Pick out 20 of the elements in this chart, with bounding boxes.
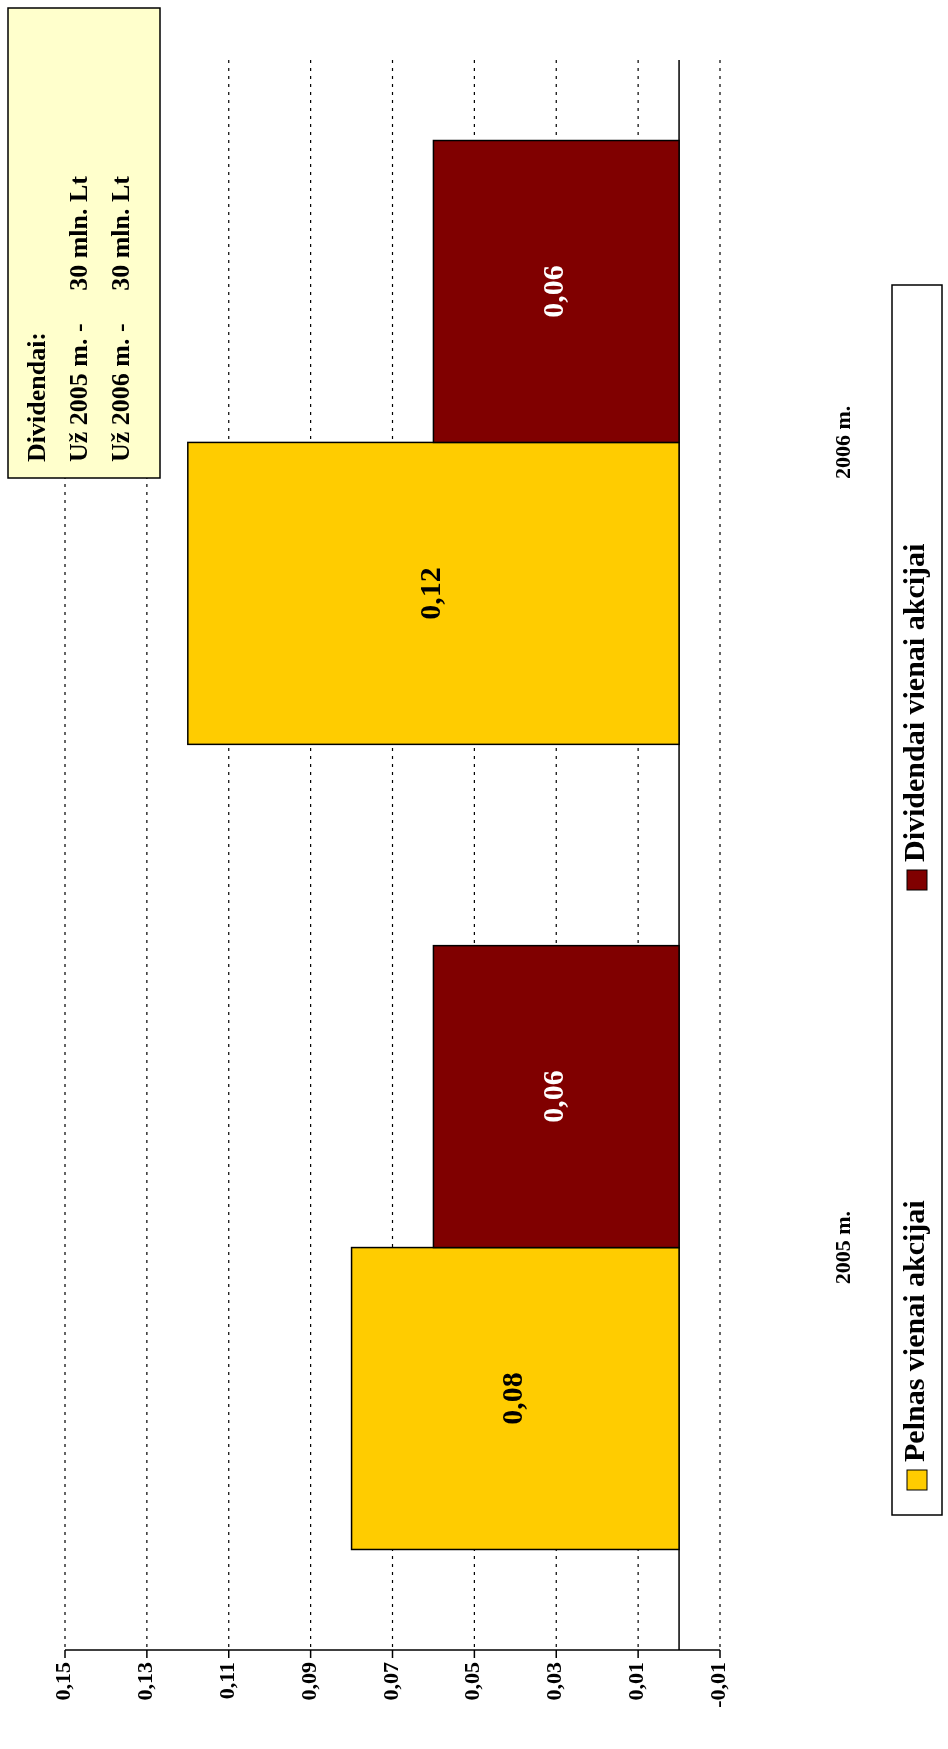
x-tick-label: 0,01 bbox=[623, 1662, 649, 1701]
x-tick-label: 0,13 bbox=[131, 1662, 157, 1701]
x-tick-label: 0,03 bbox=[541, 1662, 567, 1701]
x-tick-label: 0,15 bbox=[50, 1662, 76, 1701]
text: Dividendai vienai akcijai bbox=[896, 543, 930, 862]
y-tick-label: 2005 m. bbox=[830, 1210, 856, 1285]
x-tick-label: 0,11 bbox=[213, 1662, 239, 1700]
annotation: Už 2005 m. - 30 mln. Lt bbox=[64, 175, 93, 462]
data-label: 0,06 bbox=[536, 1070, 570, 1123]
data-label: 0,08 bbox=[495, 1372, 529, 1425]
data-label: 0,12 bbox=[413, 567, 447, 620]
x-tick-label: -0,01 bbox=[705, 1662, 731, 1708]
annotation: Už 2006 m. - 30 mln. Lt bbox=[106, 175, 135, 462]
data-label: 0,06 bbox=[536, 265, 570, 318]
y-tick-label: 2006 m. bbox=[830, 405, 856, 480]
x-tick-label: 0,09 bbox=[295, 1662, 321, 1701]
text: Dividendai: bbox=[22, 331, 51, 462]
text: Pelnas vienai akcijai bbox=[896, 1200, 930, 1462]
x-tick-label: 0,07 bbox=[377, 1662, 403, 1701]
x-tick-label: 0,05 bbox=[459, 1662, 485, 1701]
